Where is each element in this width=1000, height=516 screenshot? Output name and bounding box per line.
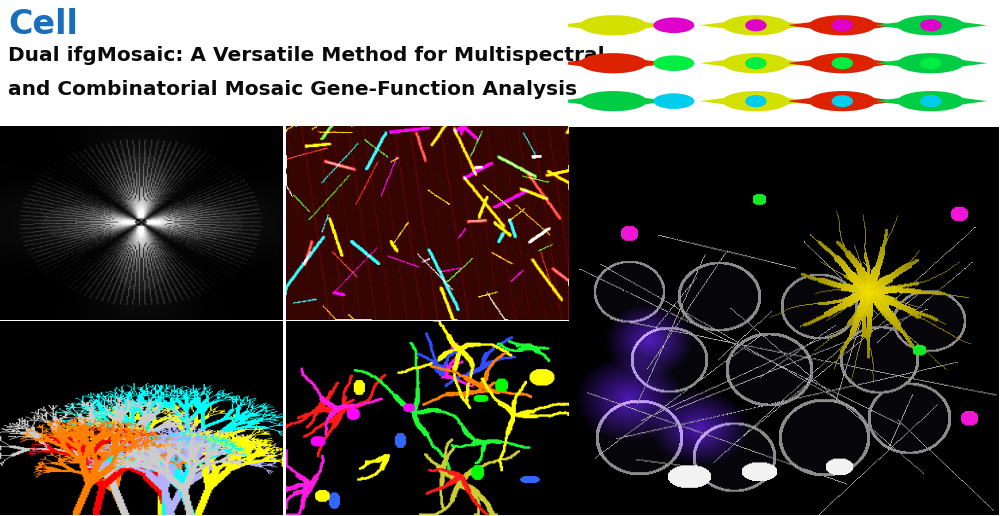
Ellipse shape bbox=[745, 57, 767, 69]
PathPatch shape bbox=[784, 22, 812, 29]
PathPatch shape bbox=[784, 98, 812, 105]
PathPatch shape bbox=[700, 22, 728, 29]
PathPatch shape bbox=[557, 98, 585, 105]
PathPatch shape bbox=[700, 98, 728, 105]
Ellipse shape bbox=[653, 93, 694, 109]
PathPatch shape bbox=[557, 22, 585, 29]
Ellipse shape bbox=[653, 55, 694, 71]
PathPatch shape bbox=[641, 98, 670, 105]
Ellipse shape bbox=[722, 15, 789, 36]
Ellipse shape bbox=[920, 57, 942, 69]
Ellipse shape bbox=[897, 91, 964, 111]
Ellipse shape bbox=[809, 91, 876, 111]
PathPatch shape bbox=[959, 22, 987, 29]
PathPatch shape bbox=[786, 59, 814, 67]
PathPatch shape bbox=[870, 59, 899, 67]
Text: Dual ifgMosaic: A Versatile Method for Multispectral: Dual ifgMosaic: A Versatile Method for M… bbox=[8, 46, 605, 65]
PathPatch shape bbox=[875, 22, 903, 29]
Ellipse shape bbox=[580, 15, 647, 36]
PathPatch shape bbox=[870, 22, 899, 29]
Ellipse shape bbox=[580, 91, 647, 111]
Text: Cell: Cell bbox=[8, 8, 78, 41]
PathPatch shape bbox=[875, 98, 903, 105]
PathPatch shape bbox=[641, 22, 670, 29]
PathPatch shape bbox=[959, 59, 987, 67]
Ellipse shape bbox=[722, 53, 789, 73]
Ellipse shape bbox=[897, 15, 964, 36]
Ellipse shape bbox=[653, 18, 694, 33]
Ellipse shape bbox=[809, 53, 876, 73]
Ellipse shape bbox=[920, 19, 942, 31]
Ellipse shape bbox=[809, 15, 876, 36]
Ellipse shape bbox=[580, 53, 647, 73]
Ellipse shape bbox=[745, 19, 767, 31]
PathPatch shape bbox=[700, 59, 728, 67]
PathPatch shape bbox=[875, 59, 903, 67]
PathPatch shape bbox=[641, 59, 670, 67]
Ellipse shape bbox=[832, 57, 853, 69]
Ellipse shape bbox=[920, 95, 942, 107]
Ellipse shape bbox=[832, 95, 853, 107]
PathPatch shape bbox=[786, 98, 814, 105]
Ellipse shape bbox=[722, 91, 789, 111]
PathPatch shape bbox=[784, 59, 812, 67]
PathPatch shape bbox=[786, 22, 814, 29]
Ellipse shape bbox=[897, 53, 964, 73]
PathPatch shape bbox=[870, 98, 899, 105]
PathPatch shape bbox=[557, 59, 585, 67]
Ellipse shape bbox=[832, 19, 853, 31]
Text: and Combinatorial Mosaic Gene-Function Analysis: and Combinatorial Mosaic Gene-Function A… bbox=[8, 80, 577, 99]
PathPatch shape bbox=[959, 98, 987, 105]
Ellipse shape bbox=[745, 95, 767, 107]
